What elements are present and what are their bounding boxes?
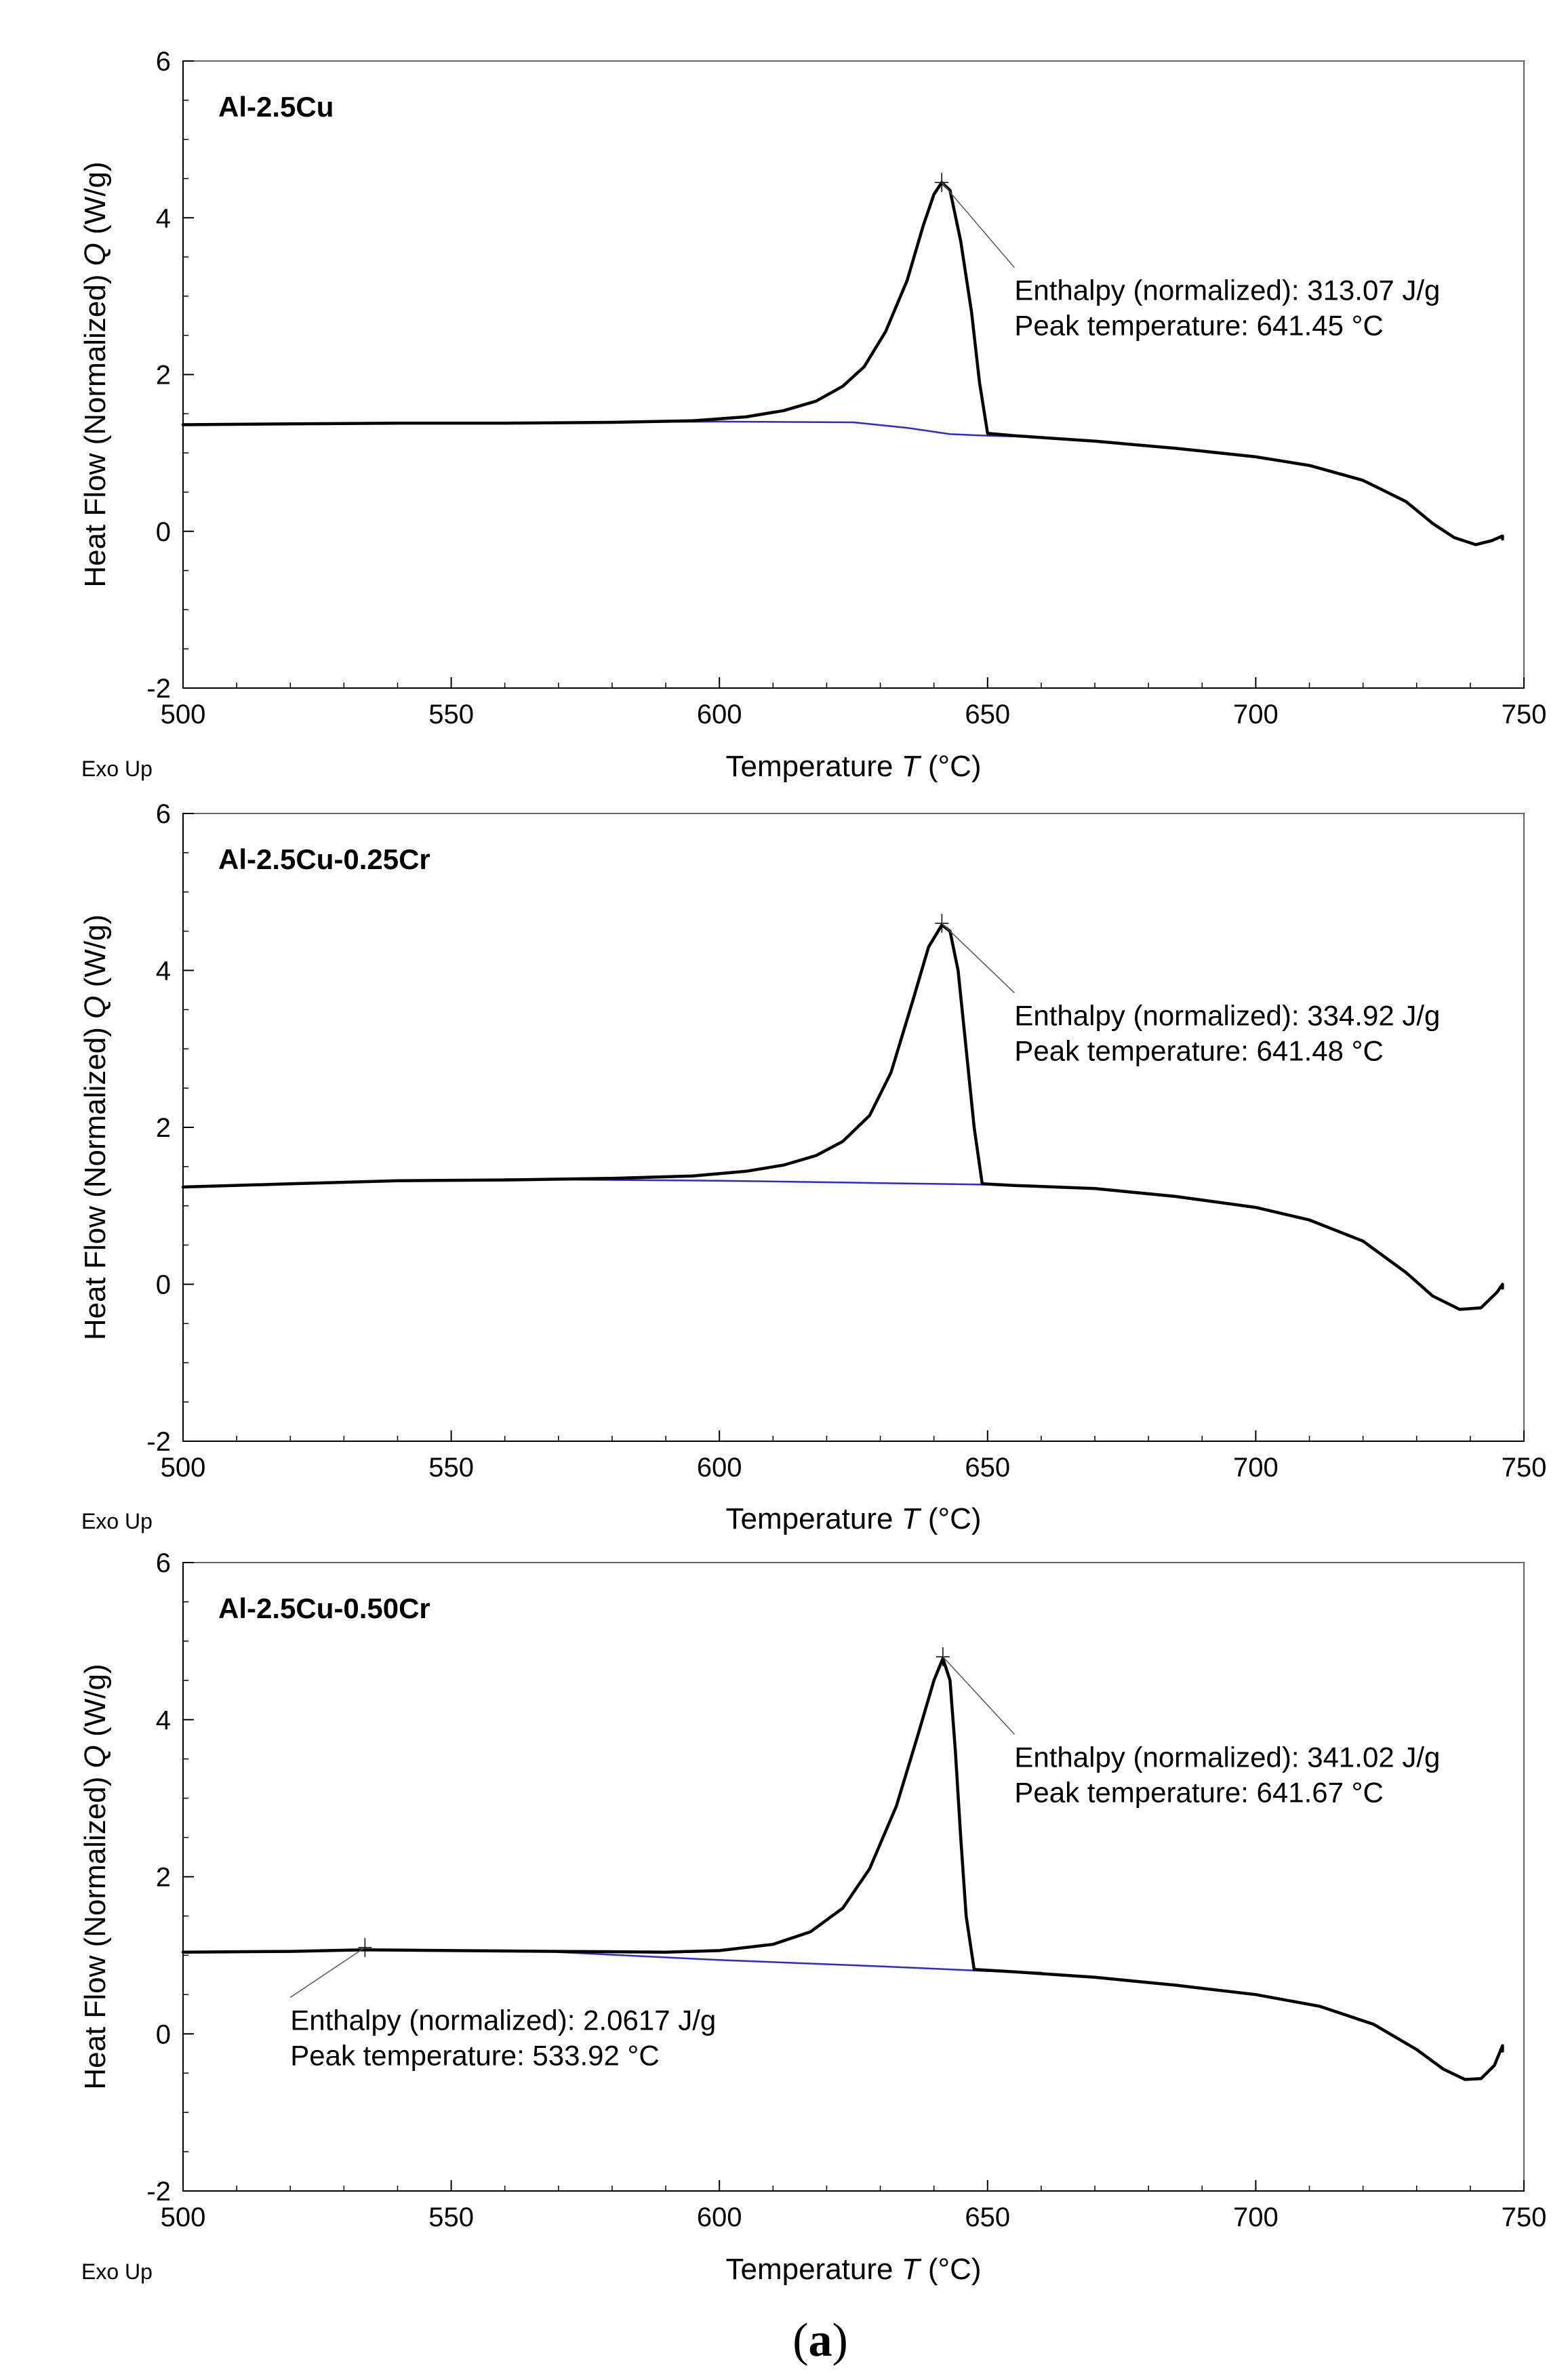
x-axis-title-symbol: T — [902, 2253, 922, 2286]
dsc-panel-1: 500 550 600 650 700 750 -2 0 2 4 6 Temperature T (°… — [79, 47, 1546, 783]
dsc-panel-3: 500 550 600 650 700 750 -2 0 2 4 6 Temperature T (°… — [79, 1548, 1546, 2286]
x-tick-label: 750 — [1502, 700, 1547, 729]
annotation-peak-temperature: Peak temperature: 641.45 °C — [1014, 310, 1383, 342]
baseline-series — [450, 420, 1016, 438]
y-tick-label: -2 — [146, 2177, 171, 2207]
x-tick-label: 650 — [965, 1453, 1010, 1483]
y-tick-label: 4 — [156, 203, 171, 233]
y-axis-title: Heat Flow (Normalized) Q (W/g) — [79, 1664, 112, 2089]
annotation-enthalpy: Enthalpy (normalized): 313.07 J/g — [1014, 275, 1440, 306]
x-axis-title-prefix: Temperature — [725, 1502, 901, 1535]
y-tick-label: 0 — [156, 2019, 171, 2049]
annotation-enthalpy: Enthalpy (normalized): 2.0617 J/g — [290, 2004, 716, 2036]
x-tick-label: 500 — [161, 700, 206, 729]
annotation-peak-temperature: Peak temperature: 641.67 °C — [1014, 1776, 1383, 1808]
x-axis-title-symbol: T — [902, 750, 922, 783]
x-tick-label: 700 — [1233, 2202, 1279, 2232]
x-axis-title: Temperature T (°C) — [725, 1502, 981, 1535]
plot-frame — [182, 1562, 1525, 2192]
annotation-leader-line — [941, 182, 1015, 268]
y-axis-title-suffix: (W/g) — [79, 914, 112, 996]
caption-open-paren: ( — [792, 2314, 808, 2367]
x-axis-title-prefix: Temperature — [725, 750, 901, 783]
x-tick-label: 500 — [161, 1453, 206, 1483]
baseline-series — [557, 1951, 1043, 1974]
y-tick-label: 2 — [156, 1863, 171, 1893]
sample-label: Al-2.5Cu-0.50Cr — [218, 1592, 430, 1624]
y-axis-title: Heat Flow (Normalized) Q (W/g) — [79, 914, 112, 1340]
x-tick-label: 550 — [428, 700, 474, 729]
x-tick-label: 600 — [697, 2202, 742, 2232]
y-tick-label: 6 — [156, 1548, 171, 1578]
x-tick-label: 700 — [1233, 1453, 1279, 1483]
sample-label: Al-2.5Cu — [218, 91, 334, 123]
x-tick-label: 650 — [965, 700, 1010, 729]
caption-close-paren: ) — [832, 2314, 848, 2367]
x-tick-label: 750 — [1502, 2202, 1547, 2232]
y-tick-label: 2 — [156, 361, 171, 390]
sample-label: Al-2.5Cu-0.25Cr — [218, 843, 430, 875]
y-axis-title-symbol: Q — [79, 996, 112, 1019]
x-axis-title-suffix: (°C) — [920, 2253, 982, 2286]
y-tick-label: 6 — [156, 47, 171, 77]
x-axis-title: Temperature T (°C) — [725, 2253, 981, 2286]
plot-frame — [182, 813, 1525, 1442]
dsc-signal-series — [181, 1657, 1504, 2081]
x-tick-label: 750 — [1502, 1453, 1547, 1483]
y-axis-title-prefix: Heat Flow (Normalized) — [79, 1019, 112, 1340]
exo-up-label: Exo Up — [81, 757, 153, 781]
y-tick-label: 2 — [156, 1113, 171, 1143]
x-tick-label: 600 — [697, 700, 742, 729]
y-axis-title-symbol: Q — [79, 1745, 112, 1768]
annotation-peak-temperature: Peak temperature: 641.48 °C — [1014, 1035, 1383, 1067]
y-axis-title-suffix: (W/g) — [79, 1664, 112, 1745]
dsc-signal-series — [181, 923, 1504, 1311]
y-tick-label: -2 — [146, 1427, 171, 1457]
x-axis-title-suffix: (°C) — [920, 750, 982, 783]
annotation-leader-line — [289, 1947, 365, 1998]
y-axis-title-prefix: Heat Flow (Normalized) — [79, 1768, 112, 2089]
exo-up-label: Exo Up — [81, 1509, 153, 1533]
figure-caption: (a) — [792, 2314, 848, 2367]
x-tick-label: 500 — [161, 2202, 206, 2232]
x-tick-label: 600 — [697, 1453, 742, 1483]
x-tick-label: 550 — [428, 1453, 474, 1483]
y-axis-title-suffix: (W/g) — [79, 161, 112, 243]
x-axis-title-prefix: Temperature — [725, 2253, 901, 2286]
x-axis-title-symbol: T — [902, 1502, 922, 1535]
dsc-panel-2: 500 550 600 650 700 750 -2 0 2 4 6 Temperature T (°… — [79, 799, 1546, 1535]
y-axis-title-symbol: Q — [79, 243, 112, 266]
x-tick-label: 650 — [965, 2202, 1010, 2232]
x-tick-label: 550 — [428, 2202, 474, 2232]
annotation-peak-temperature: Peak temperature: 533.92 °C — [290, 2039, 659, 2071]
y-tick-label: -2 — [146, 674, 171, 704]
y-axis-title: Heat Flow (Normalized) Q (W/g) — [79, 161, 112, 587]
dsc-signal-series — [181, 180, 1504, 546]
y-tick-label: 4 — [156, 957, 171, 986]
x-axis-title-suffix: (°C) — [920, 1502, 982, 1535]
x-tick-label: 700 — [1233, 700, 1279, 729]
y-tick-label: 0 — [156, 1270, 171, 1300]
annotation-leader-line — [941, 923, 1015, 994]
y-axis-title-prefix: Heat Flow (Normalized) — [79, 266, 112, 587]
y-tick-label: 4 — [156, 1706, 171, 1735]
annotation-leader-line — [942, 1656, 1015, 1735]
y-tick-label: 0 — [156, 517, 171, 547]
annotation-enthalpy: Enthalpy (normalized): 341.02 J/g — [1014, 1741, 1440, 1773]
x-axis-title: Temperature T (°C) — [725, 750, 981, 783]
annotation-enthalpy: Enthalpy (normalized): 334.92 J/g — [1014, 1000, 1440, 1032]
caption-letter: a — [809, 2314, 832, 2367]
y-tick-label: 6 — [156, 799, 171, 829]
exo-up-label: Exo Up — [81, 2259, 153, 2284]
